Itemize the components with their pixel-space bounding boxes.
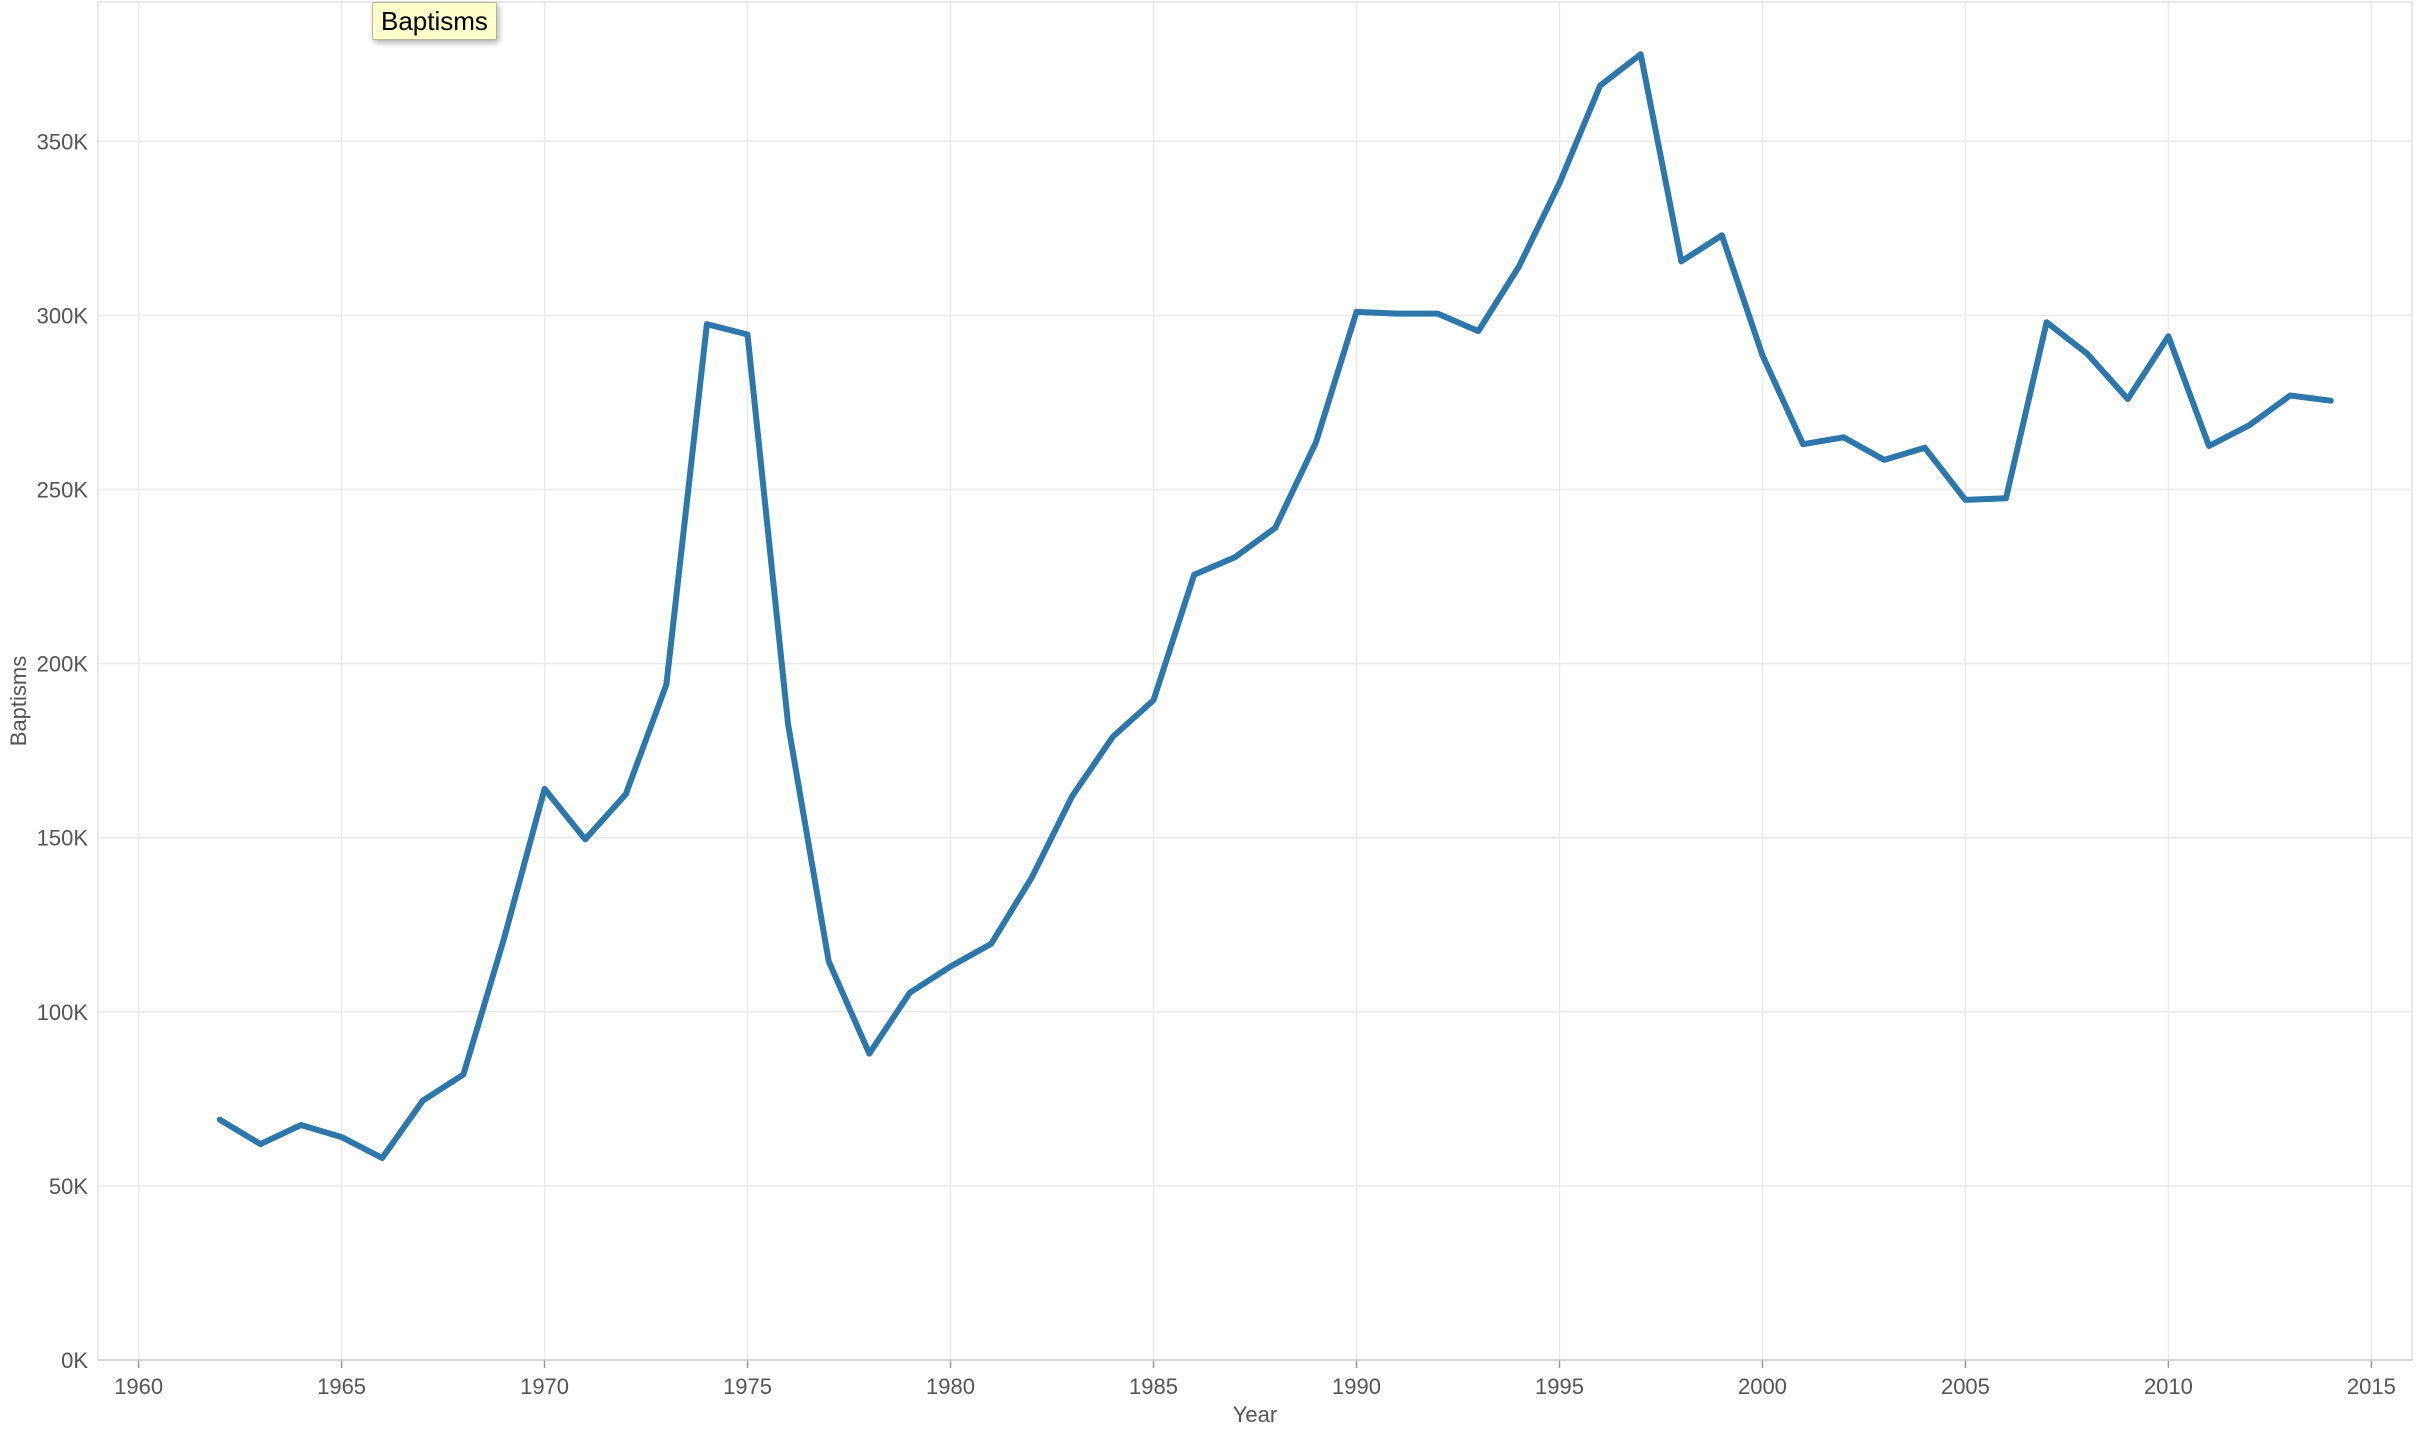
data-point [379, 1155, 385, 1161]
data-point [2247, 422, 2253, 428]
data-point [1029, 875, 1035, 881]
data-point [217, 1117, 223, 1123]
x-axis-title: Year [1233, 1402, 1277, 1424]
y-axis-title: Baptisms [6, 656, 31, 746]
gridlines [98, 2, 2412, 1360]
data-point [1881, 457, 1887, 463]
data-point [2044, 319, 2050, 325]
data-point [988, 941, 994, 947]
data-point [298, 1122, 304, 1128]
data-point [1232, 554, 1238, 560]
data-point [1353, 309, 1359, 315]
data-point [1638, 51, 1644, 57]
data-point [1475, 328, 1481, 334]
data-point [1556, 180, 1562, 186]
data-point [663, 681, 669, 687]
x-tick-label: 2015 [2347, 1374, 2396, 1399]
y-tick-label: 350K [37, 129, 89, 154]
data-point [420, 1098, 426, 1104]
data-point [542, 786, 548, 792]
data-point [1962, 497, 1968, 503]
y-tick-label: 50K [49, 1174, 88, 1199]
data-point [2328, 398, 2334, 404]
y-tick-label: 0K [61, 1348, 88, 1373]
data-point [2003, 495, 2009, 501]
x-tick-label: 1995 [1535, 1374, 1584, 1399]
data-point [704, 321, 710, 327]
data-point [1272, 525, 1278, 531]
data-point [1191, 572, 1197, 578]
data-point [2165, 333, 2171, 339]
data-point [1922, 445, 1928, 451]
data-point [339, 1134, 345, 1140]
tick-labels: 1960 1965 1970 1975 1980 1985 1990 1995 2000 2005… [6, 129, 2396, 1427]
plot-frame [97, 1, 2413, 1361]
data-point [1069, 793, 1075, 799]
data-point [1841, 434, 1847, 440]
data-point [826, 958, 832, 964]
y-tick-label: 100K [37, 1000, 89, 1025]
axes [97, 1, 2413, 1368]
x-tick-label: 1985 [1129, 1374, 1178, 1399]
x-tick-label: 2010 [2144, 1374, 2193, 1399]
series-layer [216, 51, 2334, 1161]
data-point [1435, 311, 1441, 317]
data-point [785, 722, 791, 728]
x-tick-label: 1970 [520, 1374, 569, 1399]
data-point [907, 990, 913, 996]
x-tick-label: 2005 [1941, 1374, 1990, 1399]
data-point [2206, 443, 2212, 449]
data-point [2084, 351, 2090, 357]
data-point [1151, 697, 1157, 703]
data-point [1759, 352, 1765, 358]
data-point [1516, 264, 1522, 270]
data-point [501, 936, 507, 942]
data-point [1597, 83, 1603, 89]
series-line-baptisms [216, 51, 2334, 1161]
data-point [1313, 439, 1319, 445]
y-tick-label: 300K [37, 303, 89, 328]
data-point [948, 964, 954, 970]
data-point [582, 836, 588, 842]
x-tick-label: 1965 [317, 1374, 366, 1399]
data-point [745, 332, 751, 338]
x-tick-label: 1975 [723, 1374, 772, 1399]
data-point [1110, 734, 1116, 740]
data-point [866, 1051, 872, 1057]
data-point [1678, 258, 1684, 264]
x-tick-label: 1980 [926, 1374, 975, 1399]
x-tick-label: 1960 [114, 1374, 163, 1399]
data-point [2125, 396, 2131, 402]
y-tick-label: 200K [37, 652, 89, 677]
data-point [2287, 392, 2293, 398]
data-point [460, 1071, 466, 1077]
series-legend-tag: Baptisms [372, 2, 497, 40]
data-point [1800, 441, 1806, 447]
x-tick-label: 2000 [1738, 1374, 1787, 1399]
data-point [1719, 232, 1725, 238]
data-point [623, 791, 629, 797]
data-point [1394, 311, 1400, 317]
y-tick-label: 150K [37, 826, 89, 851]
data-point [257, 1141, 263, 1147]
y-tick-label: 250K [37, 477, 89, 502]
x-tick-label: 1990 [1332, 1374, 1381, 1399]
